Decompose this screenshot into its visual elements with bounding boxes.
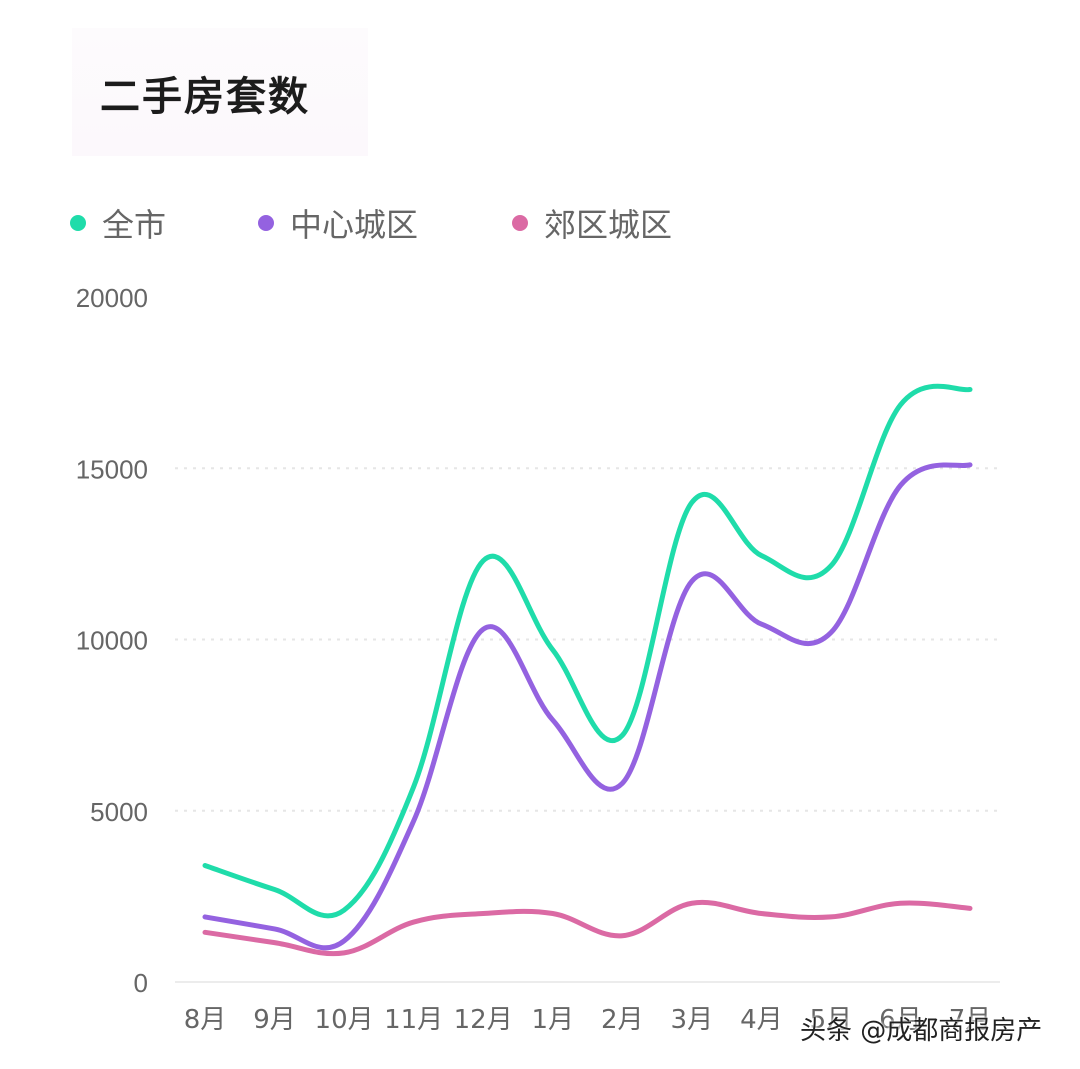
legend-dot-icon	[258, 215, 274, 231]
legend-item-central-district[interactable]: 中心城区	[258, 200, 512, 246]
x-tick-label: 5月	[810, 1005, 853, 1035]
legend-item-all-city[interactable]: 全市	[70, 200, 258, 246]
x-tick-label: 3月	[671, 1005, 714, 1035]
title-background	[72, 28, 368, 156]
x-tick-label: 8月	[184, 1005, 227, 1035]
x-tick-label: 11月	[384, 1005, 443, 1035]
x-tick-label: 1月	[531, 1005, 574, 1035]
x-tick-label: 9月	[253, 1005, 296, 1035]
watermark: 头条 @成都商报房产	[800, 1016, 1043, 1046]
x-tick-label: 12月	[454, 1005, 513, 1035]
legend-dot-icon	[512, 215, 528, 231]
legend-item-suburban-district[interactable]: 郊区城区	[512, 200, 672, 246]
y-tick-label: 0	[134, 968, 148, 998]
legend-label: 郊区城区	[544, 206, 673, 244]
legend-label: 全市	[102, 206, 167, 244]
gridlines	[175, 467, 1000, 983]
series-suburban-district-line[interactable]	[202, 899, 973, 957]
x-tick-label: 10月	[315, 1005, 374, 1035]
y-tick-label: 5000	[90, 797, 148, 827]
series-all-city-line[interactable]	[202, 383, 973, 919]
x-axis-labels: 8月 9月 10月 11月 12月 1月 2月 3月 4月 5月 6月 7月	[184, 1005, 992, 1035]
x-tick-label: 6月	[879, 1005, 922, 1035]
y-tick-label: 20000	[76, 283, 148, 313]
y-tick-label: 15000	[76, 454, 148, 484]
legend-dot-icon	[70, 215, 86, 231]
chart-title: 二手房套数	[100, 74, 310, 120]
legend: 全市 中心城区 郊区城区	[70, 200, 672, 246]
y-tick-label: 10000	[76, 626, 148, 656]
x-tick-label: 7月	[949, 1005, 992, 1035]
y-axis-labels: 0 5000 10000 15000 20000	[76, 283, 148, 998]
series-lines	[202, 383, 973, 957]
series-central-district-line[interactable]	[202, 462, 973, 951]
x-tick-label: 4月	[740, 1005, 783, 1035]
legend-label: 中心城区	[290, 206, 419, 244]
x-tick-label: 2月	[601, 1005, 644, 1035]
